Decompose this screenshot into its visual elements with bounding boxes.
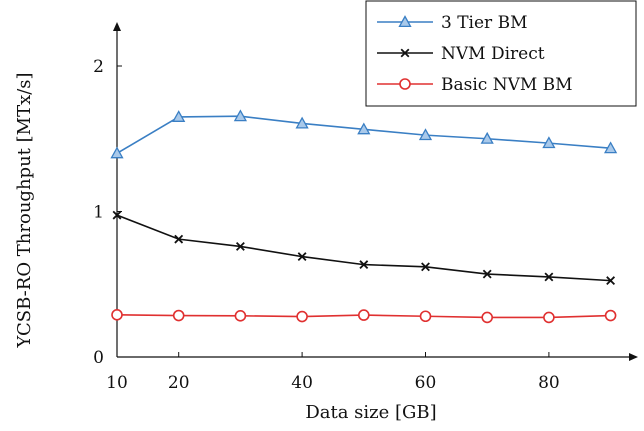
data-point [604, 309, 617, 322]
data-point [480, 131, 494, 144]
y-axis-arrow [113, 22, 121, 31]
data-point [172, 309, 185, 322]
data-point [482, 269, 492, 279]
y-tick-label: 1 [93, 203, 104, 223]
data-point [297, 252, 307, 262]
data-point [234, 310, 247, 322]
data-point [421, 262, 430, 272]
legend-label: Basic NVM BM [441, 75, 573, 95]
tick-labels: 10 20 40 60 80 0 1 2 [93, 57, 560, 393]
data-point [296, 310, 308, 323]
x-tick-label: 20 [168, 373, 190, 393]
x-axis-arrow [629, 353, 638, 361]
data-point [542, 136, 556, 149]
data-point [606, 276, 616, 286]
legend: 3 Tier BM NVM Direct Basic NVM BM [365, 0, 637, 107]
legend-swatch-marker [400, 48, 410, 58]
data-point [357, 122, 371, 135]
x-axis-label: Data size [GB] [305, 402, 436, 423]
y-axis-label: YCSB-RO Throughput [MTx/s] [14, 72, 35, 348]
legend-label: NVM Direct [441, 44, 545, 64]
series-basic-nvm-bm [111, 309, 617, 324]
axes [113, 22, 638, 361]
legend-item-nvm-direct: NVM Direct [377, 44, 545, 64]
data-point [543, 311, 555, 324]
x-tick-label: 40 [291, 373, 313, 393]
legend-item-basic-nvm-bm: Basic NVM BM [377, 75, 573, 95]
data-point [172, 110, 186, 122]
y-tick-label: 2 [93, 57, 104, 77]
data-point [544, 272, 554, 282]
x-tick-label: 60 [415, 373, 437, 393]
y-tick-label: 0 [93, 348, 104, 368]
data-point [603, 141, 618, 154]
series-3-tier-bm [110, 109, 618, 159]
data-point [481, 311, 494, 324]
data-point [112, 210, 122, 220]
data-point [418, 128, 433, 141]
legend-label: 3 Tier BM [441, 13, 528, 33]
x-tick-label: 10 [106, 373, 128, 393]
legend-swatch-marker [399, 78, 411, 90]
data-point [233, 109, 248, 122]
legend-swatch-marker [398, 15, 412, 28]
legend-item-3-tier-bm: 3 Tier BM [377, 13, 528, 33]
data-point [110, 146, 124, 159]
series-line [116, 115, 611, 154]
data-point [295, 116, 309, 129]
data-point [111, 309, 123, 321]
data-point [419, 310, 432, 323]
series-nvm-direct [112, 210, 616, 286]
data-point [357, 309, 370, 321]
series-layer [110, 109, 618, 324]
data-point [359, 260, 369, 270]
series-line [116, 214, 611, 282]
x-tick-label: 80 [538, 373, 560, 393]
data-point [174, 234, 184, 244]
data-point [235, 241, 245, 251]
